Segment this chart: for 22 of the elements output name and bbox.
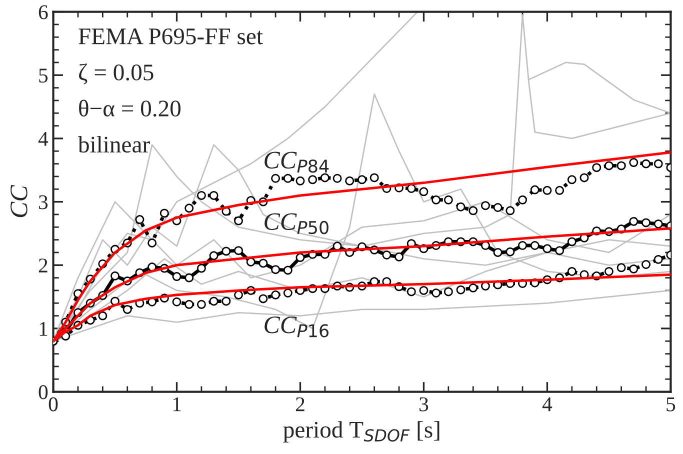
annotation: ζ = 0.05: [78, 64, 154, 84]
series-label: CC$_{P84}$: [264, 152, 329, 173]
y-tick-label: 3: [38, 195, 48, 210]
x-tick-label: 4: [542, 397, 552, 412]
x-tick-label: 0: [48, 397, 58, 412]
y-tick-label: 1: [40, 322, 48, 336]
x-axis-title: period T$_{SDOF}$ [s]: [283, 421, 440, 443]
annotation: bilinear: [78, 136, 150, 153]
x-tick-label: 5: [666, 397, 676, 412]
y-axis-title: CC: [10, 184, 28, 218]
series-label: CC$_{P16}$: [264, 316, 329, 338]
y-tick-label: 0: [38, 385, 48, 400]
series-label: CC$_{P50}$: [264, 213, 328, 234]
y-tick-label: 2: [38, 258, 48, 272]
x-tick-label: 3: [420, 397, 428, 412]
y-tick-label: 6: [38, 5, 48, 20]
y-tick-label: 5: [39, 68, 48, 83]
annotation: FEMA P695-FF set: [78, 28, 263, 44]
x-tick-label: 2: [296, 397, 304, 412]
annotation: θ−α = 0.20: [79, 100, 181, 117]
y-tick-label: 4: [38, 132, 48, 146]
x-tick-label: 1: [173, 397, 181, 412]
